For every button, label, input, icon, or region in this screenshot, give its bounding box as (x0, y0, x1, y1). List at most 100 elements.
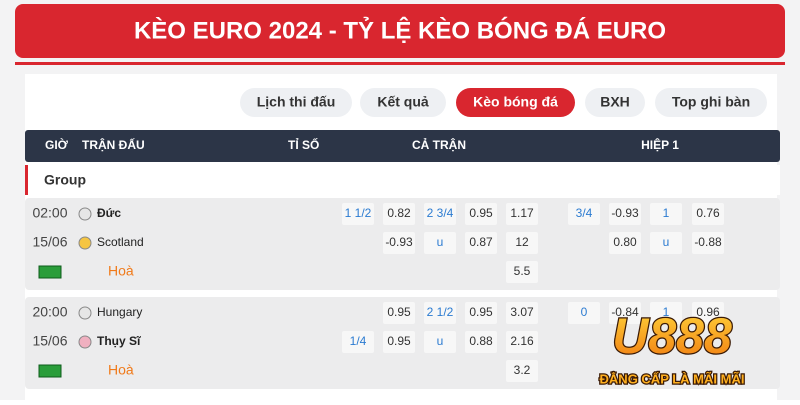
odds-value[interactable]: 0.82 (387, 206, 411, 220)
header-banner (15, 4, 785, 58)
odds-cell[interactable] (506, 232, 538, 254)
odds-cell[interactable] (424, 331, 456, 353)
odds-value[interactable]: 0.96 (696, 305, 720, 319)
odds-value[interactable]: 3.2 (514, 363, 531, 377)
odds-cell[interactable] (506, 261, 538, 283)
odds-value[interactable]: 12 (515, 235, 529, 249)
tab[interactable] (240, 88, 352, 117)
team-flag (78, 306, 92, 320)
odds-cell[interactable] (650, 232, 682, 254)
tab[interactable] (585, 88, 645, 117)
match-time: 20:00 (32, 304, 67, 320)
odds-value[interactable]: 2 1/2 (427, 305, 454, 319)
odds-value[interactable]: u (663, 235, 670, 249)
tab[interactable] (655, 88, 767, 117)
logo-brand: U888 (612, 308, 732, 364)
draw-icon (38, 364, 62, 378)
tab[interactable] (360, 88, 446, 117)
odds-value[interactable]: 3/4 (576, 206, 593, 220)
col-score: TỈ SỐ (288, 137, 319, 152)
home-team: Đức (97, 206, 121, 220)
page-title: KÈO EURO 2024 - TỶ LỆ KÈO BÓNG ĐÁ EURO (134, 15, 666, 44)
odds-cell[interactable] (465, 302, 497, 324)
odds-value[interactable]: -0.88 (694, 235, 722, 249)
odds-value[interactable]: u (437, 334, 444, 348)
odds-cell[interactable] (506, 302, 538, 324)
odds-value[interactable]: 1 (663, 305, 670, 319)
odds-cell[interactable] (424, 302, 456, 324)
draw-label: Hoà (108, 263, 134, 279)
odds-value[interactable]: u (437, 235, 444, 249)
away-team: Scotland (97, 235, 144, 249)
odds-value[interactable]: 0.95 (469, 206, 493, 220)
odds-value[interactable]: 0.80 (613, 235, 637, 249)
odds-value[interactable]: 1 (663, 206, 670, 220)
col-half-time: HIỆP 1 (641, 137, 679, 152)
odds-cell[interactable] (383, 331, 415, 353)
match-date: 15/06 (32, 333, 67, 349)
odds-value[interactable]: 0.95 (469, 305, 493, 319)
group-marker (25, 165, 28, 195)
odds-cell[interactable] (383, 232, 415, 254)
odds-cell[interactable] (650, 203, 682, 225)
odds-cell[interactable] (506, 360, 538, 382)
odds-value[interactable]: 0.76 (696, 206, 720, 220)
group-label: Group (44, 172, 86, 188)
draw-label: Hoà (108, 362, 134, 378)
logo-tagline: ĐẲNG CẤP LÀ MÃI MÃI (600, 371, 745, 386)
tab-label[interactable]: Kèo bóng đá (473, 94, 558, 110)
odds-cell[interactable] (383, 302, 415, 324)
tab-label[interactable]: Lịch thi đấu (257, 94, 336, 110)
odds-cell[interactable] (465, 203, 497, 225)
odds-cell[interactable] (568, 302, 600, 324)
odds-cell[interactable] (609, 302, 641, 324)
odds-value[interactable]: -0.93 (611, 206, 639, 220)
odds-value[interactable]: 0.95 (387, 305, 411, 319)
odds-cell[interactable] (465, 331, 497, 353)
odds-cell[interactable] (609, 232, 641, 254)
odds-cell[interactable] (692, 232, 724, 254)
odds-value[interactable]: 0.95 (387, 334, 411, 348)
col-match: TRẬN ĐẤU (82, 137, 145, 152)
match-list: 02:00 15/06 Đức Scotland Hoà 1 1/2 0.82 2 3/4 0.… (25, 198, 780, 389)
tab-bar: Lịch thi đấu Kết quả Kèo bóng đá BXH Top ghi… (240, 88, 767, 117)
odds-cell[interactable] (342, 331, 374, 353)
draw-icon (38, 265, 62, 279)
odds-cell[interactable] (692, 302, 724, 324)
tab-label[interactable]: Kết quả (377, 94, 429, 110)
odds-cell[interactable] (692, 203, 724, 225)
odds-cell[interactable] (506, 331, 538, 353)
home-team: Hungary (97, 305, 142, 319)
team-flag (78, 236, 92, 250)
odds-cell[interactable] (609, 203, 641, 225)
odds-value[interactable]: 0.87 (469, 235, 493, 249)
odds-value[interactable]: 3.07 (510, 305, 534, 319)
odds-cell[interactable] (424, 232, 456, 254)
odds-cell[interactable] (342, 203, 374, 225)
odds-cell[interactable] (465, 232, 497, 254)
odds-value[interactable]: -0.93 (385, 235, 413, 249)
match-time: 02:00 (32, 205, 67, 221)
table-header (25, 130, 780, 162)
odds-cell[interactable] (568, 203, 600, 225)
odds-cell[interactable] (650, 302, 682, 324)
odds-value[interactable]: 2.16 (510, 334, 534, 348)
col-time: GIỜ (45, 137, 69, 152)
tab-label[interactable]: BXH (600, 94, 630, 110)
odds-cell[interactable] (506, 203, 538, 225)
odds-value[interactable]: 0.88 (469, 334, 493, 348)
logo: U888 ĐẲNG CẤP LÀ MÃI MÃI (598, 307, 745, 388)
odds-value[interactable]: -0.84 (611, 305, 639, 319)
odds-cell[interactable] (383, 203, 415, 225)
odds-cell[interactable] (424, 203, 456, 225)
odds-value[interactable]: 1 1/2 (345, 206, 372, 220)
tab[interactable] (456, 88, 575, 117)
odds-value[interactable]: 0 (581, 305, 588, 319)
odds-value[interactable]: 5.5 (514, 264, 531, 278)
match-date: 15/06 (32, 234, 67, 250)
odds-value[interactable]: 2 3/4 (427, 206, 454, 220)
odds-value[interactable]: 1.17 (510, 206, 534, 220)
tab-label[interactable]: Top ghi bàn (672, 94, 750, 110)
odds-value[interactable]: 1/4 (350, 334, 367, 348)
